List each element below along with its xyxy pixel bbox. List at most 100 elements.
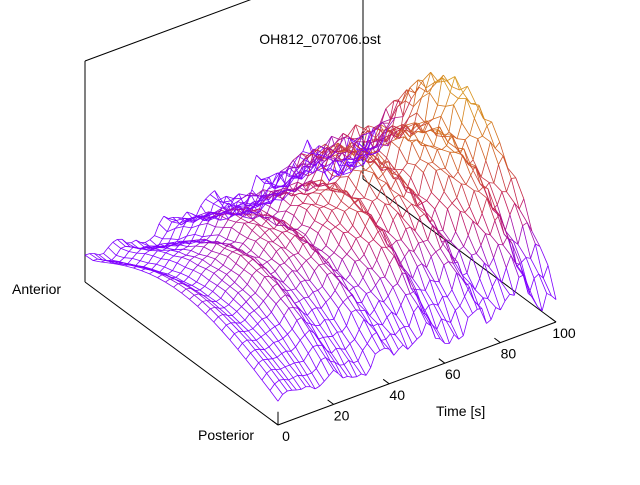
mesh-segment — [516, 178, 524, 199]
mesh-segment — [340, 282, 348, 298]
mesh-segment — [274, 229, 282, 232]
mesh-segment — [297, 318, 302, 321]
mesh-segment — [183, 227, 191, 228]
mesh-segment — [116, 255, 124, 257]
mesh-segment — [505, 294, 510, 301]
mesh-segment — [389, 233, 397, 241]
mesh-segment — [257, 267, 262, 270]
mesh-segment — [140, 254, 145, 261]
y-axis-label-near: Posterior — [198, 427, 254, 443]
mesh-segment — [374, 300, 379, 309]
mesh-segment — [433, 304, 441, 319]
mesh-segment — [270, 391, 278, 402]
mesh-segment — [262, 262, 267, 266]
mesh-segment — [132, 258, 140, 260]
mesh-segment — [458, 93, 463, 99]
mesh-segment — [389, 220, 394, 233]
mesh-segment — [211, 227, 216, 236]
mesh-segment — [228, 257, 236, 264]
mesh-segment — [458, 155, 463, 172]
mesh-segment — [360, 198, 365, 199]
mesh-segment — [237, 311, 245, 320]
mesh-segment — [169, 256, 174, 260]
mesh-segment — [296, 289, 304, 298]
mesh-segment — [260, 233, 265, 238]
mesh-segment — [326, 231, 331, 246]
mesh-segment — [191, 251, 199, 255]
mesh-segment — [366, 368, 371, 376]
mesh-segment — [205, 280, 210, 286]
mesh-segment — [231, 270, 239, 275]
mesh-segment — [355, 260, 360, 261]
mesh-segment — [230, 244, 238, 250]
mesh-segment — [343, 376, 348, 378]
mesh-segment — [251, 297, 259, 307]
mesh-segment — [188, 246, 196, 247]
mesh-segment — [386, 334, 391, 340]
mesh-segment — [222, 331, 230, 340]
mesh-segment — [365, 216, 370, 226]
mesh-segment — [255, 285, 260, 293]
mesh-segment — [267, 259, 272, 262]
mesh-segment — [279, 379, 284, 380]
mesh-segment — [303, 140, 308, 152]
mesh-segment — [356, 238, 364, 254]
mesh-segment — [327, 221, 335, 227]
mesh-segment — [290, 235, 295, 241]
mesh-segment — [284, 316, 292, 329]
mesh-segment — [296, 340, 301, 347]
mesh-segment — [399, 90, 407, 100]
mesh-segment — [155, 224, 160, 236]
mesh-segment — [344, 360, 349, 364]
mesh-segment — [128, 258, 133, 263]
mesh-segment — [255, 293, 263, 301]
mesh-segment — [441, 106, 446, 116]
mesh-segment — [457, 198, 465, 213]
mesh-segment — [449, 176, 457, 198]
mesh-segment — [243, 243, 251, 250]
mesh-segment — [318, 233, 326, 246]
mesh-segment — [394, 195, 399, 198]
mesh-segment — [444, 262, 449, 265]
mesh-segment — [238, 343, 243, 349]
mesh-segment — [131, 240, 136, 243]
mesh-segment — [219, 270, 227, 275]
mesh-segment — [209, 280, 217, 285]
mesh-segment — [319, 207, 324, 209]
mesh-segment — [223, 257, 228, 266]
mesh-segment — [232, 311, 237, 315]
mesh-segment — [347, 326, 355, 340]
mesh-segment — [427, 201, 435, 209]
mesh-segment — [190, 299, 198, 306]
mesh-segment — [85, 254, 90, 256]
mesh-segment — [155, 236, 163, 239]
mesh-segment — [298, 244, 303, 254]
mesh-segment — [159, 224, 167, 232]
mesh-segment — [239, 270, 244, 276]
mesh-segment — [407, 163, 415, 165]
mesh-segment — [116, 248, 121, 255]
mesh-segment — [282, 354, 290, 366]
mesh-segment — [223, 265, 231, 270]
mesh-segment — [230, 282, 235, 286]
mesh-segment — [231, 323, 239, 331]
mesh-segment — [249, 263, 257, 271]
mesh-segment — [466, 175, 471, 184]
mesh-segment — [395, 149, 400, 170]
mesh-segment — [377, 198, 385, 204]
mesh-segment — [382, 183, 387, 188]
mesh-segment — [254, 307, 259, 311]
mesh-segment — [291, 351, 299, 362]
mesh-segment — [144, 263, 149, 267]
mesh-segment — [215, 254, 220, 259]
mesh-segment — [187, 285, 195, 290]
mesh-segment — [206, 269, 214, 273]
mesh-segment — [256, 340, 264, 350]
mesh-segment — [472, 255, 480, 279]
mesh-segment — [256, 241, 264, 250]
mesh-segment — [411, 165, 416, 178]
mesh-segment — [178, 252, 186, 255]
mesh-segment — [301, 318, 309, 331]
mesh-segment — [451, 232, 456, 242]
